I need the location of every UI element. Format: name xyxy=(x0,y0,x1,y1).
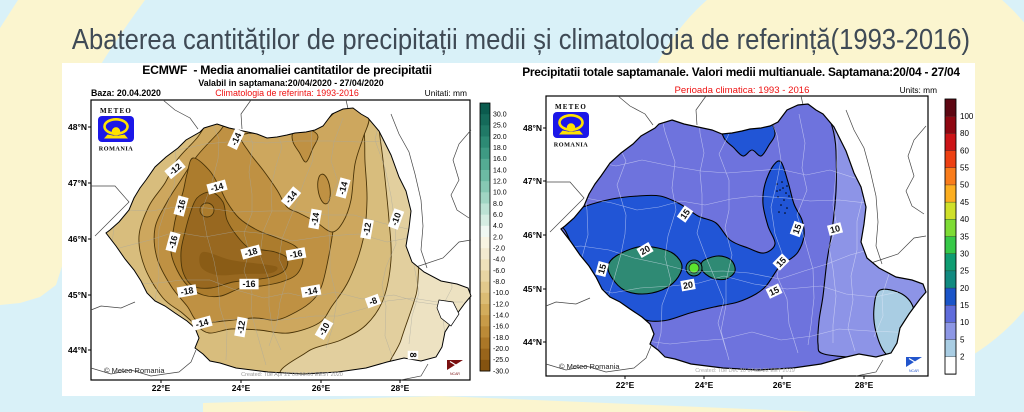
svg-text:ECMWF - Media anomaliei canti: ECMWF - Media anomaliei cantitatilor de … xyxy=(142,63,431,77)
svg-text:46°N: 46°N xyxy=(523,230,542,240)
svg-text:-2.0: -2.0 xyxy=(493,246,505,253)
svg-text:Valabil in saptamana:20/04/202: Valabil in saptamana:20/04/2020 - 27/04/… xyxy=(198,78,383,88)
svg-text:15: 15 xyxy=(767,285,780,298)
svg-text:-16: -16 xyxy=(289,248,304,260)
svg-text:-18: -18 xyxy=(243,246,258,259)
svg-text:2: 2 xyxy=(960,353,965,362)
svg-text:15: 15 xyxy=(960,301,969,310)
svg-text:10.0: 10.0 xyxy=(493,190,507,197)
svg-text:20: 20 xyxy=(960,284,969,293)
svg-text:-18.0: -18.0 xyxy=(493,335,509,342)
svg-text:Baza: 20.04.2020: Baza: 20.04.2020 xyxy=(91,88,161,98)
svg-text:-20.0: -20.0 xyxy=(493,346,509,353)
svg-text:25: 25 xyxy=(960,267,969,276)
svg-text:6.0: 6.0 xyxy=(493,212,503,219)
svg-text:12.0: 12.0 xyxy=(493,179,507,186)
svg-text:-12: -12 xyxy=(235,320,247,335)
svg-text:-30.0: -30.0 xyxy=(493,368,509,375)
svg-text:-10: -10 xyxy=(389,211,403,227)
svg-text:45°N: 45°N xyxy=(68,290,87,300)
svg-text:-10.0: -10.0 xyxy=(493,290,509,297)
svg-text:16.0: 16.0 xyxy=(493,156,507,163)
svg-text:-6.0: -6.0 xyxy=(493,268,505,275)
svg-text:Units: mm: Units: mm xyxy=(900,85,937,95)
svg-text:15: 15 xyxy=(678,207,692,221)
svg-text:26°E: 26°E xyxy=(773,380,792,390)
svg-text:20: 20 xyxy=(638,243,652,257)
svg-text:-8: -8 xyxy=(368,295,379,307)
svg-text:-12.0: -12.0 xyxy=(493,301,509,308)
svg-text:-16: -16 xyxy=(242,279,255,289)
svg-text:-14: -14 xyxy=(337,180,350,195)
svg-text:-14.0: -14.0 xyxy=(493,313,509,320)
svg-text:-14: -14 xyxy=(304,285,319,297)
svg-text:-16.0: -16.0 xyxy=(493,324,509,331)
svg-text:10: 10 xyxy=(829,223,841,235)
svg-text:Unitati: mm: Unitati: mm xyxy=(425,88,467,98)
svg-text:2.0: 2.0 xyxy=(493,234,503,241)
svg-text:22°E: 22°E xyxy=(152,383,171,393)
svg-text:44°N: 44°N xyxy=(68,345,87,355)
svg-text:50: 50 xyxy=(960,181,969,190)
svg-text:-25.0: -25.0 xyxy=(493,357,509,364)
svg-text:48°N: 48°N xyxy=(68,122,87,132)
svg-text:14.0: 14.0 xyxy=(493,167,507,174)
svg-text:-16: -16 xyxy=(167,234,180,249)
svg-text:15: 15 xyxy=(596,263,608,275)
svg-text:25.0: 25.0 xyxy=(493,123,507,130)
svg-text:46°N: 46°N xyxy=(68,234,87,244)
svg-text:15: 15 xyxy=(791,223,804,236)
svg-text:-4.0: -4.0 xyxy=(493,257,505,264)
svg-text:4.0: 4.0 xyxy=(493,223,503,230)
svg-text:30.0: 30.0 xyxy=(493,112,507,119)
svg-text:METEO: METEO xyxy=(555,103,587,111)
svg-text:24°E: 24°E xyxy=(695,380,714,390)
svg-text:45°N: 45°N xyxy=(523,284,542,294)
svg-text:-12: -12 xyxy=(361,222,373,237)
svg-text:47°N: 47°N xyxy=(68,178,87,188)
svg-text:24°E: 24°E xyxy=(232,383,251,393)
svg-text:© Meteo Romania: © Meteo Romania xyxy=(559,362,620,371)
svg-text:-14: -14 xyxy=(194,317,209,330)
svg-text:-14: -14 xyxy=(229,131,244,147)
svg-text:20.0: 20.0 xyxy=(493,134,507,141)
svg-text:40: 40 xyxy=(960,215,969,224)
svg-text:-18: -18 xyxy=(180,285,195,297)
svg-text:Precipitatii totale saptamanal: Precipitatii totale saptamanale. Valori … xyxy=(522,65,960,79)
svg-text:22°E: 22°E xyxy=(616,380,635,390)
svg-text:44°N: 44°N xyxy=(523,337,542,347)
svg-text:NCAR: NCAR xyxy=(909,369,919,373)
svg-text:45: 45 xyxy=(960,198,969,207)
svg-text:55: 55 xyxy=(960,164,969,173)
svg-text:10: 10 xyxy=(960,318,969,327)
svg-text:© Meteo Romania: © Meteo Romania xyxy=(104,366,165,375)
svg-text:Climatologia de referinta: 199: Climatologia de referinta: 1993-2016 xyxy=(215,88,359,98)
svg-text:100: 100 xyxy=(960,112,974,121)
svg-text:ROMANIA: ROMANIA xyxy=(99,146,133,153)
svg-text:8.0: 8.0 xyxy=(493,201,503,208)
svg-text:35: 35 xyxy=(960,232,969,241)
svg-text:5: 5 xyxy=(960,335,965,344)
svg-text:Created: Tue Apr 21 06:00:06 E: Created: Tue Apr 21 06:00:06 EEST 2020 xyxy=(241,372,343,378)
svg-text:20: 20 xyxy=(682,279,694,291)
svg-text:28°E: 28°E xyxy=(391,383,410,393)
svg-text:48°N: 48°N xyxy=(523,123,542,133)
svg-text:28°E: 28°E xyxy=(855,380,874,390)
svg-text:47°N: 47°N xyxy=(523,176,542,186)
svg-text:18.0: 18.0 xyxy=(493,145,507,152)
svg-text:-8.0: -8.0 xyxy=(493,279,505,286)
svg-text:Perioada climatica: 1993 - 201: Perioada climatica: 1993 - 2016 xyxy=(675,85,810,96)
svg-text:-14: -14 xyxy=(209,181,224,194)
svg-text:30: 30 xyxy=(960,250,969,259)
svg-text:-14: -14 xyxy=(309,212,321,227)
svg-text:26°E: 26°E xyxy=(312,383,331,393)
svg-text:ROMANIA: ROMANIA xyxy=(554,142,588,149)
svg-text:60: 60 xyxy=(960,146,969,155)
svg-text:80: 80 xyxy=(960,129,969,138)
svg-text:NCAR: NCAR xyxy=(450,372,460,376)
svg-text:METEO: METEO xyxy=(100,107,132,115)
svg-text:Created: Tue Dec 10 07:52:22 E: Created: Tue Dec 10 07:52:22 EET 2019 xyxy=(695,368,795,374)
svg-text:8: 8 xyxy=(408,352,418,357)
svg-text:-16: -16 xyxy=(175,198,188,213)
